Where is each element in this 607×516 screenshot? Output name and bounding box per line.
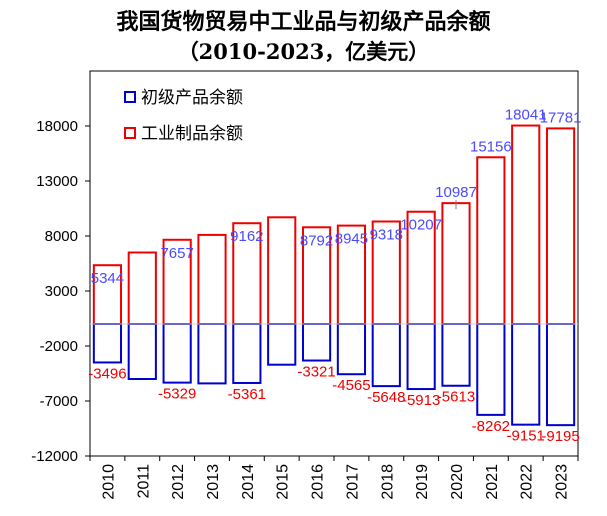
y-tick-label: 8000 — [45, 228, 78, 245]
x-tick-label: 2020 — [449, 464, 466, 500]
x-tick-label: 2021 — [484, 464, 501, 500]
data-label-industrial-2017: 8945 — [335, 231, 368, 248]
data-label-industrial-2021: 15156 — [470, 138, 512, 155]
y-tick-label: -2000 — [40, 338, 78, 355]
data-label-primary-2023: -9195 — [541, 428, 579, 445]
bar-primary-2016 — [301, 323, 332, 362]
data-label-primary-2019: -5913 — [402, 392, 440, 409]
data-label-primary-2018: -5648 — [367, 389, 405, 406]
x-tick-label: 2023 — [554, 464, 571, 500]
y-tick-label: 18000 — [36, 118, 78, 135]
data-label-industrial-2022: 18041 — [505, 107, 547, 124]
bar-industrial-2022 — [511, 124, 541, 326]
data-label-industrial-2014: 9162 — [230, 228, 263, 245]
bar-primary-2014 — [232, 323, 262, 384]
data-label-primary-2012: -5329 — [158, 386, 196, 403]
bar-industrial-2015 — [267, 216, 297, 325]
data-label-primary-2016: -3321 — [297, 364, 335, 381]
chart-subtitle: （2010-2023，亿美元） — [177, 39, 430, 64]
data-label-primary-2010: -3496 — [88, 365, 126, 382]
bar-primary-2020 — [441, 323, 471, 387]
y-tick-label: -7000 — [40, 393, 78, 410]
bar-primary-2015 — [267, 323, 297, 366]
data-label-primary-2017: -4565 — [332, 377, 370, 394]
bar-industrial-2010 — [92, 264, 123, 326]
x-tick-label: 2019 — [414, 464, 431, 500]
bar-primary-2018 — [371, 323, 401, 388]
y-tick-label: -12000 — [31, 448, 78, 465]
data-label-primary-2020: -5613 — [437, 389, 475, 406]
bar-primary-2012 — [162, 323, 192, 384]
x-tick-label: 2010 — [100, 464, 117, 500]
bar-primary-2019 — [406, 323, 436, 391]
data-label-industrial-2016: 8792 — [300, 232, 333, 249]
x-tick-label: 2022 — [519, 464, 536, 500]
x-tick-label: 2011 — [135, 464, 152, 499]
bar-industrial-2020 — [441, 202, 471, 326]
bar-industrial-2021 — [476, 156, 506, 325]
bar-industrial-2011 — [127, 251, 157, 325]
data-label-industrial-2019: 10207 — [400, 217, 442, 234]
bar-industrial-2017 — [336, 224, 367, 325]
chart-title: 我国货物贸易中工业品与初级产品余额 — [116, 9, 491, 35]
y-tick-label: 13000 — [36, 173, 78, 190]
bar-industrial-2018 — [371, 220, 401, 325]
bar-primary-2023 — [545, 323, 576, 427]
data-label-primary-2022: -9151 — [507, 428, 545, 445]
x-tick-label: 2015 — [275, 464, 292, 500]
bar-primary-2021 — [476, 323, 506, 416]
data-label-industrial-2012: 7657 — [160, 245, 193, 262]
data-label-industrial-2023: 17781 — [540, 109, 582, 126]
x-tick-label: 2014 — [240, 464, 257, 500]
x-tick-label: 2013 — [205, 464, 222, 500]
bar-primary-2011 — [127, 323, 157, 380]
data-label-primary-2021: -8262 — [472, 418, 510, 435]
bar-industrial-2013 — [197, 233, 227, 325]
legend-swatch-primary — [124, 91, 136, 103]
bar-primary-2017 — [336, 323, 367, 376]
bar-industrial-2014 — [232, 222, 262, 325]
bar-primary-2013 — [197, 323, 227, 385]
data-label-industrial-2010: 5344 — [91, 270, 124, 287]
bar-primary-2022 — [511, 323, 541, 426]
legend-swatch-industrial — [124, 127, 136, 139]
data-label-industrial-2020: 10987 — [435, 184, 477, 201]
bar-industrial-2016 — [301, 226, 332, 325]
bar-primary-2010 — [92, 323, 123, 364]
legend-label-industrial: 工业制品余额 — [141, 124, 243, 143]
data-label-primary-2014: -5361 — [228, 386, 266, 403]
bar-industrial-2023 — [545, 127, 576, 325]
y-tick-label: 3000 — [45, 283, 78, 300]
legend-label-primary: 初级产品余额 — [141, 88, 243, 107]
x-tick-label: 2016 — [310, 464, 327, 500]
x-tick-label: 2017 — [344, 464, 361, 500]
x-tick-label: 2018 — [379, 464, 396, 500]
data-label-industrial-2018: 9318 — [370, 227, 403, 244]
x-tick-label: 2012 — [170, 464, 187, 500]
